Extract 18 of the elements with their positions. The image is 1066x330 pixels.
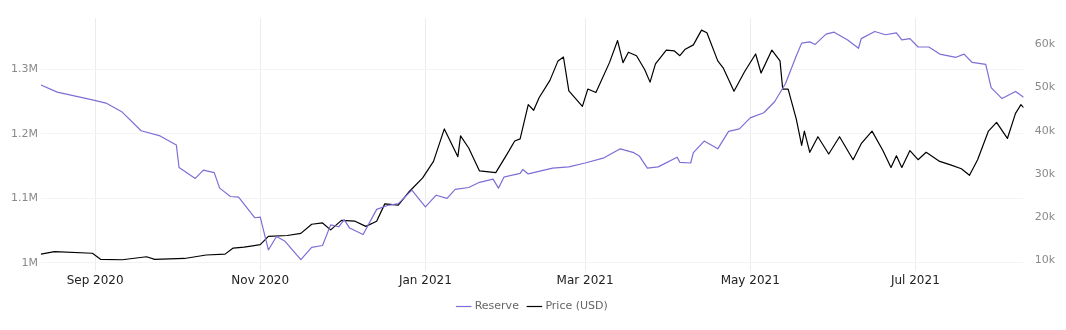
y-tick-label: 1M	[21, 255, 38, 269]
y-tick-label: 1.2M	[11, 126, 38, 140]
y2-tick-label: 10k	[1034, 253, 1056, 267]
legend-label: Reserve	[474, 299, 520, 313]
y2-tick-label: 30k	[1034, 166, 1056, 180]
y2-tick-label: 60k	[1034, 36, 1056, 50]
x-tick-label: Jul 2021	[889, 272, 940, 287]
x-tick-label: Sep 2020	[66, 272, 124, 287]
y2-tick-label: 20k	[1034, 210, 1056, 224]
legend-label: Price (USD)	[545, 299, 608, 313]
x-tick-label: May 2021	[720, 272, 780, 287]
y-tick-label: 1.3M	[11, 62, 38, 76]
x-tick-label: Nov 2020	[231, 272, 290, 287]
x-tick-label: Jan 2021	[397, 272, 452, 287]
x-tick-label: Mar 2021	[556, 272, 614, 287]
y-tick-label: 1.1M	[11, 191, 38, 205]
y2-tick-label: 50k	[1034, 80, 1056, 94]
y2-tick-label: 40k	[1034, 123, 1056, 137]
